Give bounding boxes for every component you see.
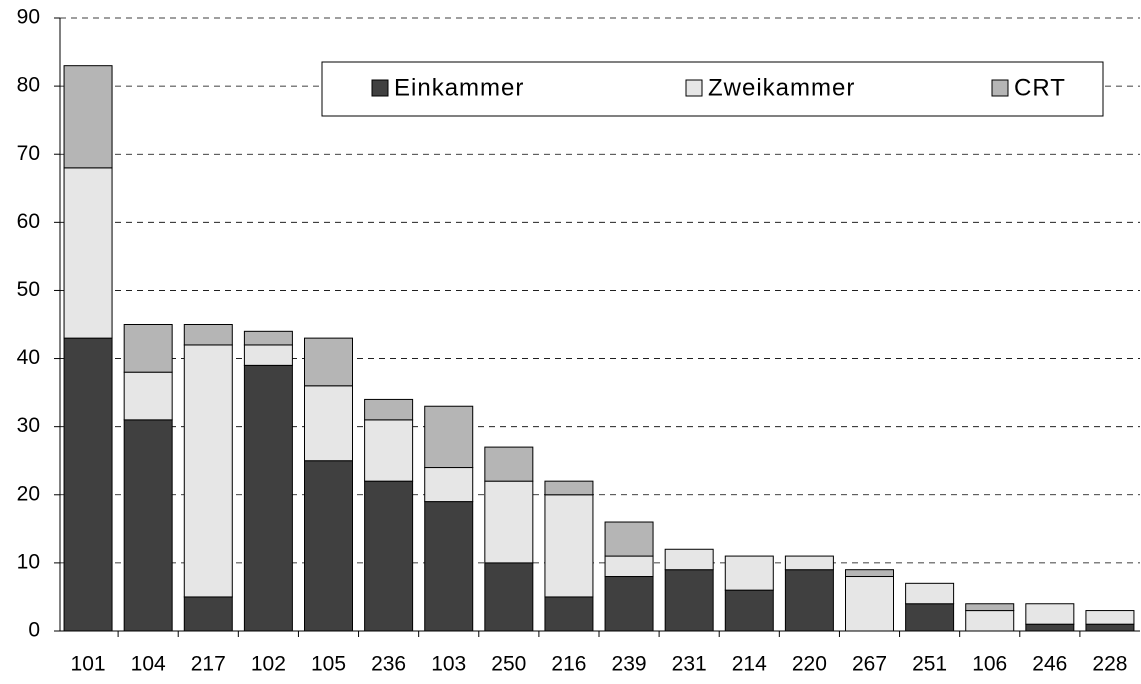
y-tick-label: 40 <box>17 346 40 369</box>
bar-segment <box>183 344 233 598</box>
bar-segment <box>604 555 654 578</box>
bar-segment <box>724 589 774 632</box>
x-tick-label: 101 <box>71 653 106 676</box>
bar-segment <box>304 337 353 387</box>
y-tick-label: 10 <box>17 550 40 573</box>
bar-segment <box>364 398 414 421</box>
legend-swatch <box>685 79 703 97</box>
x-tick-label: 231 <box>672 653 707 676</box>
bar-segment <box>965 610 1015 632</box>
bar-segment <box>243 330 293 346</box>
bar-segment <box>304 460 353 632</box>
legend-label: CRT <box>1014 74 1066 101</box>
bar-segment <box>664 569 714 632</box>
bar-segment <box>1085 610 1135 625</box>
x-tick-label: 228 <box>1092 653 1127 676</box>
x-tick-label: 216 <box>551 653 586 676</box>
bar-segment <box>1085 623 1135 632</box>
bar-segment <box>544 480 594 496</box>
bar-segment <box>544 596 594 632</box>
x-tick-label: 246 <box>1032 653 1067 676</box>
x-tick-label: 105 <box>311 653 346 676</box>
y-tick-label: 70 <box>17 142 40 165</box>
x-tick-label: 217 <box>191 653 226 676</box>
bar-segment <box>845 569 894 578</box>
bar-segment <box>123 324 173 373</box>
bar-segment <box>784 569 834 632</box>
bar-segment <box>845 576 894 632</box>
bar-segment <box>784 555 834 571</box>
bar-segment <box>243 364 293 632</box>
bar-segment <box>243 344 293 366</box>
bar-segment <box>63 337 113 632</box>
bar-segment <box>364 480 414 632</box>
x-tick-label: 214 <box>732 653 767 676</box>
bar-segment <box>484 562 534 632</box>
bar-segment <box>604 576 654 632</box>
y-tick-label: 30 <box>17 414 40 437</box>
legend-box <box>321 61 1104 117</box>
bar-segment <box>484 480 534 564</box>
bar-segment <box>544 494 594 598</box>
bar-segment <box>424 405 474 469</box>
bar-segment <box>1025 603 1075 625</box>
x-tick-label: 220 <box>792 653 827 676</box>
bar-segment <box>63 65 113 169</box>
x-tick-label: 236 <box>371 653 406 676</box>
bar-segment <box>484 446 534 482</box>
bar-segment <box>424 501 474 632</box>
bar-segment <box>304 385 353 462</box>
y-tick-label: 90 <box>17 6 40 29</box>
legend-label: Einkammer <box>394 74 524 101</box>
x-tick-label: 103 <box>431 653 466 676</box>
x-tick-label: 239 <box>612 653 647 676</box>
bar-segment <box>364 419 414 482</box>
x-tick-label: 250 <box>491 653 526 676</box>
bar-segment <box>604 521 654 557</box>
x-tick-label: 102 <box>251 653 286 676</box>
legend-swatch <box>371 79 389 97</box>
x-tick-label: 104 <box>131 653 166 676</box>
bar-segment <box>63 167 113 339</box>
y-tick-label: 0 <box>28 619 40 642</box>
bar-segment <box>183 596 233 632</box>
x-tick-label: 267 <box>852 653 887 676</box>
y-tick-label: 60 <box>17 210 40 233</box>
bar-segment <box>905 582 955 605</box>
x-tick-label: 251 <box>912 653 947 676</box>
bar-segment <box>183 324 233 346</box>
bar-segment <box>724 555 774 591</box>
bar-segment <box>1025 623 1075 632</box>
y-tick-label: 20 <box>17 482 40 505</box>
bar-segment <box>123 419 173 632</box>
bar-segment <box>905 603 955 632</box>
y-tick-label: 80 <box>17 74 40 97</box>
bar-segment <box>965 603 1015 612</box>
bar-segment <box>424 467 474 503</box>
y-tick-label: 50 <box>17 278 40 301</box>
x-tick-label: 106 <box>972 653 1007 676</box>
bar-segment <box>123 371 173 421</box>
legend-swatch <box>991 79 1009 97</box>
bar-segment <box>664 548 714 571</box>
legend-label: Zweikammer <box>708 74 855 101</box>
